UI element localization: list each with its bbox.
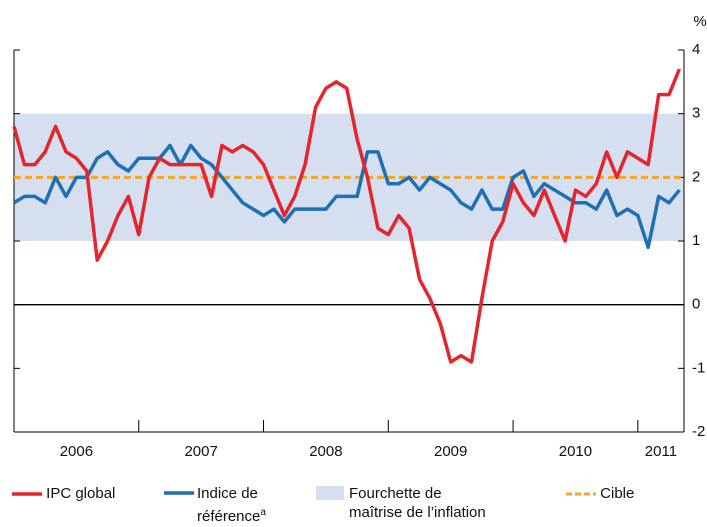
y-tick-label: 2 bbox=[692, 168, 700, 185]
legend-swatch bbox=[12, 492, 42, 496]
legend-note: a bbox=[260, 507, 266, 518]
legend-item: Cible bbox=[566, 484, 634, 503]
legend-item: Indice de référencea bbox=[164, 484, 304, 526]
legend-label: Cible bbox=[600, 485, 635, 502]
legend-label: Indice de référence bbox=[197, 485, 261, 525]
x-tick-label: 2006 bbox=[60, 443, 93, 460]
y-tick-label: -2 bbox=[692, 423, 705, 440]
legend-swatch bbox=[316, 486, 344, 500]
y-tick-label: 3 bbox=[692, 105, 700, 122]
legend-label: Fourchette de maîtrise de l’inflation bbox=[349, 485, 486, 521]
y-tick-label: 1 bbox=[692, 232, 700, 249]
legend-item: IPC global bbox=[12, 484, 115, 503]
x-tick-label: 2007 bbox=[184, 443, 217, 460]
legend-swatch bbox=[566, 492, 596, 496]
y-axis-label: % bbox=[693, 13, 706, 30]
x-tick-label: 2009 bbox=[434, 443, 467, 460]
series-line bbox=[12, 68, 682, 364]
x-tick-label: 2008 bbox=[309, 443, 342, 460]
x-tick-label: 2010 bbox=[559, 443, 592, 460]
legend-item: Fourchette de maîtrise de l’inflation bbox=[316, 484, 516, 522]
series-line bbox=[13, 143, 681, 250]
legend-label: IPC global bbox=[46, 485, 116, 502]
y-tick-label: 4 bbox=[692, 41, 700, 58]
y-tick-label: -1 bbox=[692, 359, 705, 376]
x-tick-label: 2011 bbox=[645, 443, 677, 460]
y-tick-label: 0 bbox=[692, 296, 700, 313]
legend-swatch bbox=[164, 491, 194, 495]
